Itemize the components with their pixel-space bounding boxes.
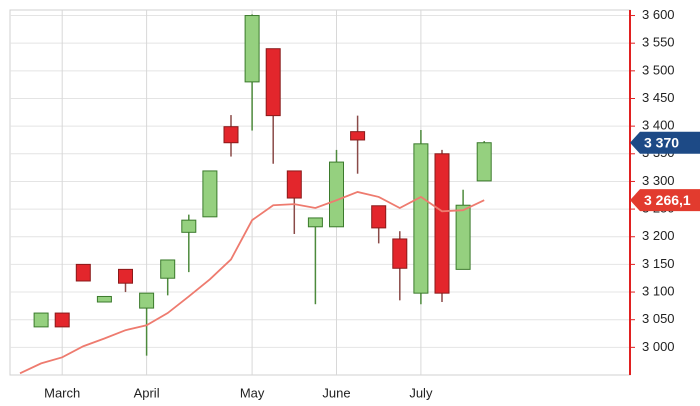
candle-body <box>455 204 471 270</box>
candle-body <box>476 142 492 182</box>
x-tick-label: May <box>240 385 265 400</box>
candle-body <box>434 153 450 294</box>
candle-body <box>181 219 197 233</box>
candle-body <box>33 312 49 328</box>
candle-body <box>139 292 155 309</box>
candle-body <box>118 268 133 284</box>
y-tick-label: 3 100 <box>642 283 675 298</box>
x-tick-label: July <box>409 385 433 400</box>
candle-body <box>244 15 260 83</box>
y-tick-label: 3 050 <box>642 311 675 326</box>
y-tick-label: 3 500 <box>642 62 675 77</box>
candle-body <box>96 295 112 303</box>
y-tick-label: 3 600 <box>642 7 675 22</box>
y-tick-label: 3 300 <box>642 173 675 188</box>
candle-body <box>286 170 302 199</box>
candle-body <box>265 48 281 117</box>
moving-average-line <box>19 191 485 375</box>
candle-body <box>223 126 239 144</box>
candle-body <box>307 217 323 228</box>
candle-body <box>350 131 366 141</box>
y-tick-label: 3 450 <box>642 90 675 105</box>
candle-body <box>329 161 344 228</box>
x-tick-label: April <box>134 385 160 400</box>
candle-body <box>202 170 218 218</box>
y-tick-label: 3 400 <box>642 118 675 133</box>
candle-body <box>75 263 91 282</box>
candle-body <box>54 312 70 328</box>
plot-area <box>9 9 631 376</box>
x-tick-label: March <box>44 385 80 400</box>
price-tag <box>630 131 700 154</box>
y-tick-label: 3 550 <box>642 35 675 50</box>
y-tick-label: 3 150 <box>642 256 675 271</box>
candle-body <box>392 238 408 269</box>
candle-body <box>413 143 429 294</box>
y-tick-label: 3 000 <box>642 339 675 354</box>
price-tag <box>630 189 700 212</box>
candle-body <box>160 259 176 279</box>
price-tag-label: 3 370 <box>644 134 679 150</box>
candle-body <box>371 205 387 229</box>
price-tag-label: 3 266,1 <box>644 192 691 208</box>
y-tick-label: 3 200 <box>642 228 675 243</box>
x-tick-label: June <box>322 385 350 400</box>
